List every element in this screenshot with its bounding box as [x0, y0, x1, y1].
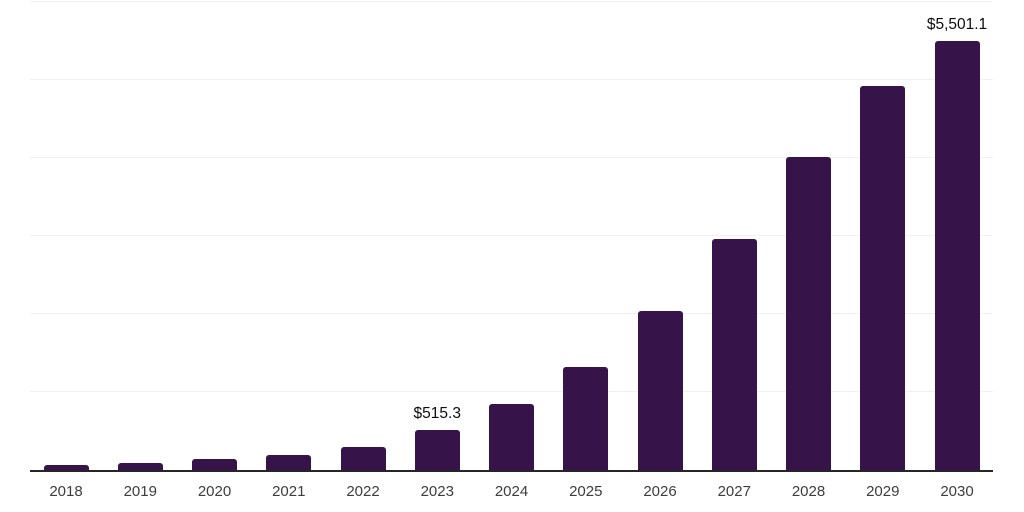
- bar-2023: [414, 429, 460, 470]
- gridline-4000: [30, 157, 993, 158]
- x-tick-2019: 2019: [123, 483, 157, 500]
- x-tick-2026: 2026: [643, 483, 677, 500]
- bar-value-label-2023: $515.3: [413, 404, 461, 422]
- x-tick-2025: 2025: [569, 483, 603, 500]
- x-tick-2020: 2020: [197, 483, 232, 500]
- gridline-6000: [30, 1, 993, 2]
- x-tick-2028: 2028: [791, 483, 826, 500]
- bar-2018: [43, 464, 89, 470]
- x-tick-2018: 2018: [49, 483, 83, 500]
- x-axis-line: [30, 470, 993, 472]
- gridline-1000: [30, 391, 993, 392]
- bar-2030: [934, 40, 980, 470]
- x-tick-2024: 2024: [494, 483, 529, 500]
- bar-2020: [192, 459, 237, 470]
- bar-2028: [786, 156, 831, 470]
- bar-value-label-2030: $5,501.1: [926, 15, 988, 33]
- gridline-5000: [30, 79, 993, 80]
- gridline-3000: [30, 235, 993, 236]
- bar-2029: [860, 85, 906, 470]
- bar-2025: [563, 367, 609, 470]
- x-tick-2022: 2022: [346, 483, 380, 500]
- x-tick-2027: 2027: [717, 483, 751, 500]
- x-tick-2021: 2021: [272, 483, 306, 500]
- x-tick-2029: 2029: [866, 483, 900, 500]
- bar-2026: [637, 311, 683, 470]
- bar-2019: [117, 462, 163, 470]
- plot-area: $515.3 $5,501.1: [30, 1, 993, 472]
- x-tick-2030: 2030: [940, 483, 974, 500]
- bar-2022: [340, 446, 386, 470]
- x-tick-2023: 2023: [420, 483, 454, 500]
- gridline-2000: [30, 313, 993, 314]
- bar-2024: [489, 404, 534, 470]
- bar-2021: [266, 455, 312, 470]
- x-axis-tick-labels: 2018 2019 2020 2021 2022 2023 2024 2025 2026 2027…: [30, 483, 993, 503]
- bar-2027: [711, 239, 757, 470]
